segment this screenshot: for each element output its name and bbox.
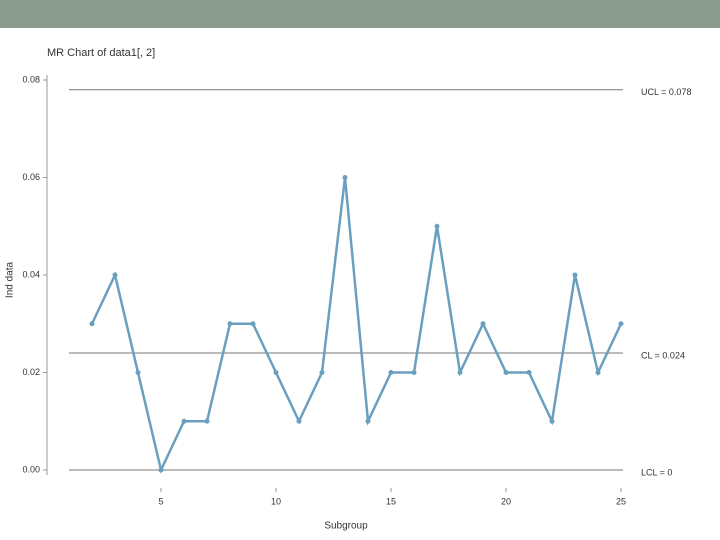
x-tick-label: 5: [158, 496, 163, 506]
data-point: [503, 370, 509, 375]
control-line-label: UCL = 0.078: [641, 87, 691, 97]
data-point: [135, 370, 141, 375]
data-point: [273, 370, 279, 375]
data-point: [572, 272, 578, 278]
series-line: [90, 177, 623, 474]
data-point: [549, 418, 555, 424]
data-point: [618, 321, 624, 327]
data-point: [296, 418, 302, 424]
data-point: [89, 321, 95, 327]
x-tick-label: 25: [616, 496, 626, 506]
x-tick-label: 20: [501, 496, 511, 506]
control-line-label: CL = 0.024: [641, 350, 685, 360]
data-point: [342, 175, 348, 180]
data-point: [158, 467, 164, 473]
data-point: [480, 321, 486, 327]
x-tick-label: 10: [271, 496, 281, 506]
data-point: [595, 370, 601, 375]
data-point: [526, 370, 532, 375]
y-tick-label: 0.08: [22, 74, 40, 84]
data-point: [434, 223, 440, 229]
data-point: [204, 418, 210, 424]
data-point: [388, 370, 394, 375]
top-banner: [0, 0, 720, 28]
y-tick-label: 0.00: [22, 464, 40, 474]
data-point: [250, 321, 256, 327]
y-axis-label: Ind data: [5, 261, 16, 298]
data-point: [112, 272, 118, 278]
data-point: [319, 370, 325, 375]
data-point: [411, 370, 417, 375]
y-tick-label: 0.02: [22, 367, 40, 377]
x-tick-label: 15: [386, 496, 396, 506]
y-tick-label: 0.04: [22, 269, 40, 279]
data-point: [365, 418, 371, 424]
y-tick-label: 0.06: [22, 172, 40, 182]
data-point: [181, 418, 187, 424]
data-point: [227, 321, 233, 327]
chart-title: MR Chart of data1[, 2]: [47, 47, 155, 59]
data-point: [457, 370, 463, 375]
x-axis-label: Subgroup: [324, 521, 368, 532]
control-line-label: LCL = 0: [641, 467, 672, 477]
